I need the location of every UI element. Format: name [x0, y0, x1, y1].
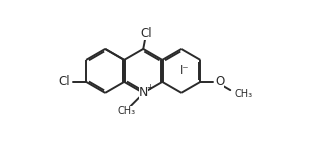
Text: Cl: Cl — [140, 27, 152, 40]
Text: I⁻: I⁻ — [179, 64, 189, 77]
Text: CH₃: CH₃ — [117, 106, 135, 116]
Text: Cl: Cl — [58, 75, 70, 88]
Text: +: + — [146, 83, 153, 92]
Text: N: N — [139, 86, 148, 99]
Text: O: O — [215, 75, 224, 88]
Text: CH₃: CH₃ — [235, 89, 253, 99]
